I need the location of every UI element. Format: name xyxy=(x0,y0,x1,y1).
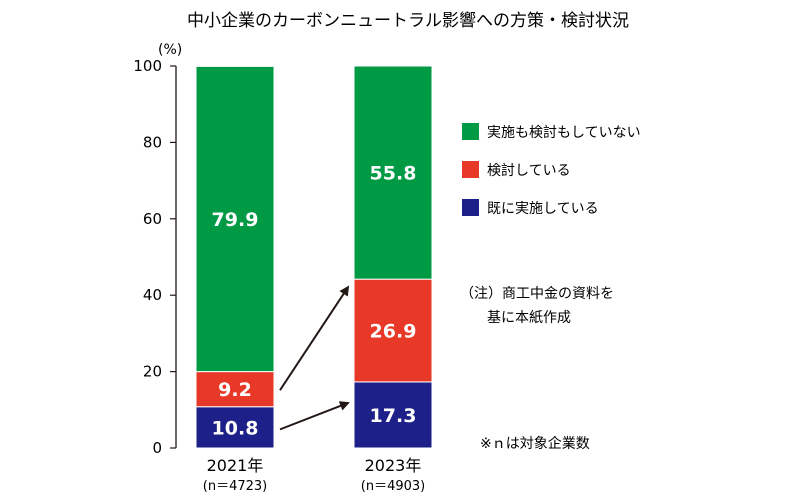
value-label: 26.9 xyxy=(370,321,417,343)
legend-label: 検討している xyxy=(487,163,571,179)
y-tick-label: 20 xyxy=(143,363,162,381)
y-axis-unit: (%) xyxy=(158,42,182,58)
legend-swatch xyxy=(462,161,479,178)
legend-swatch xyxy=(462,123,479,140)
bar-segment xyxy=(195,406,275,449)
category-labels: 2021年 (n＝4723) 2023年 (n＝4903) xyxy=(203,456,425,494)
value-label: 79.9 xyxy=(212,209,259,231)
bar-segment xyxy=(195,371,275,408)
sample-size-note: ※ｎは対象企業数 xyxy=(480,435,590,452)
category-sample-size: (n＝4723) xyxy=(203,479,267,494)
arrow-considering xyxy=(279,285,350,391)
category-label: 2023年 xyxy=(365,456,422,475)
source-note-line1: （注）商工中金の資料を xyxy=(460,286,614,302)
arrow-implemented xyxy=(279,401,350,431)
legend-label: 既に実施している xyxy=(487,201,599,217)
value-label: 9.2 xyxy=(218,379,252,401)
bar-segment xyxy=(195,65,275,373)
bar-segment xyxy=(353,278,433,383)
chart-title: 中小企業のカーボンニュートラル影響への方策・検討状況 xyxy=(187,11,629,31)
y-tick-label: 0 xyxy=(152,439,162,457)
y-tick-label: 100 xyxy=(133,57,162,75)
source-note-line2: 基に本紙作成 xyxy=(487,309,571,326)
value-label: 10.8 xyxy=(212,417,259,439)
category-label: 2021年 xyxy=(207,456,264,475)
y-tick-label: 80 xyxy=(143,133,162,151)
y-tick-label: 60 xyxy=(143,210,162,228)
bar-segment xyxy=(353,381,433,449)
y-tick-label: 40 xyxy=(143,286,162,304)
bar-segment xyxy=(353,65,433,280)
value-label: 55.8 xyxy=(370,163,417,185)
value-label: 17.3 xyxy=(370,405,417,427)
legend-label: 実施も検討もしていない xyxy=(487,125,641,141)
category-sample-size: (n＝4903) xyxy=(361,479,425,494)
bars-group: 10.8 9.2 79.9 17.3 26.9 55.8 xyxy=(195,65,433,449)
y-axis-ticks: 0 20 40 60 80 100 xyxy=(133,57,176,457)
arrows-group xyxy=(279,285,350,431)
legend-swatch xyxy=(462,199,479,216)
